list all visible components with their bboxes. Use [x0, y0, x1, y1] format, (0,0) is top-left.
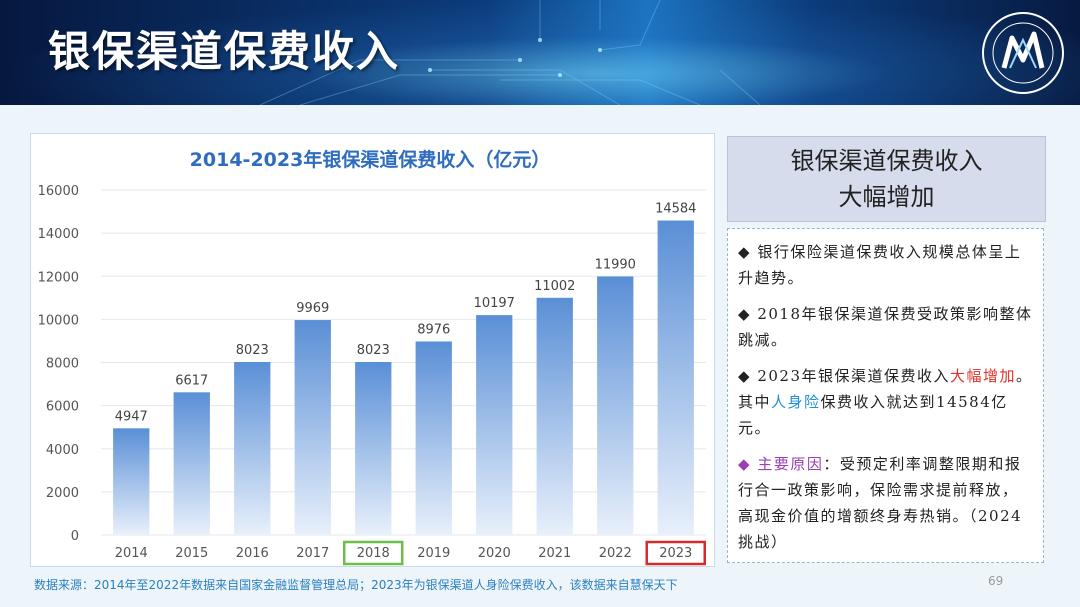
x-tick-label-2015: 2015 — [175, 546, 208, 561]
highlight-blue: 人身险 — [771, 393, 821, 411]
data-label-2014: 4947 — [115, 409, 148, 424]
y-tick-label: 12000 — [38, 270, 79, 285]
bullet-text: 银行保险渠道保费收入规模总体呈上升趋势。 — [738, 243, 1022, 287]
bar-2022 — [597, 276, 634, 535]
bar-2019 — [415, 341, 452, 535]
highlight-red: 大幅增加 — [950, 367, 1017, 385]
bar-2018 — [355, 362, 392, 535]
bar-2014 — [113, 428, 150, 535]
institute-logo — [982, 12, 1064, 94]
y-axis-ticks: 0 2000 4000 6000 8000 10000 12000 14000 16000 — [38, 184, 79, 544]
x-tick-label-2016: 2016 — [236, 546, 269, 561]
diamond-icon: ◆ — [738, 455, 752, 473]
bullet-2: ◆ 2018年银保渠道保费受政策影响整体跳减。 — [738, 301, 1033, 353]
summary-title-line1: 银保渠道保费收入 — [790, 147, 983, 175]
data-label-2017: 9969 — [296, 301, 329, 316]
data-label-2023: 14584 — [655, 202, 696, 217]
bar-2016 — [234, 362, 271, 535]
y-tick-label: 2000 — [46, 486, 79, 501]
x-tick-label-2018: 2018 — [357, 546, 390, 561]
y-tick-label: 16000 — [38, 184, 79, 199]
page-number: 69 — [988, 574, 1004, 588]
summary-header: 银保渠道保费收入 大幅增加 — [727, 136, 1046, 222]
data-label-2022: 11990 — [595, 257, 636, 272]
y-tick-label: 0 — [71, 529, 79, 544]
x-tick-label-2021: 2021 — [538, 546, 571, 561]
y-tick-label: 8000 — [46, 357, 79, 372]
y-tick-label: 4000 — [46, 443, 79, 458]
diamond-icon: ◆ — [738, 243, 752, 261]
x-tick-label-2020: 2020 — [478, 546, 511, 561]
chart-panel: 2014-2023年银保渠道保费收入（亿元） 0 2000 4000 6000 8000… — [30, 133, 715, 567]
bars — [113, 220, 694, 535]
y-tick-label: 10000 — [38, 313, 79, 328]
bullet-1: ◆ 银行保险渠道保费收入规模总体呈上升趋势。 — [738, 239, 1033, 291]
data-label-2020: 10197 — [474, 296, 515, 311]
bullet-4: ◆ 主要原因：受预定利率调整限期和报行合一政策影响，保险需求提前释放，高现金价值… — [738, 451, 1033, 555]
data-label-2021: 11002 — [534, 279, 575, 294]
data-label-2018: 8023 — [357, 343, 390, 358]
header-banner: 银保渠道保费收入 — [0, 0, 1080, 105]
bullet-text-part: 保费收入就达到14584亿元。 — [738, 393, 1008, 437]
x-tick-label-2023: 2023 — [659, 546, 692, 561]
bar-2023 — [657, 220, 694, 535]
diamond-icon: ◆ — [738, 367, 752, 385]
y-tick-label: 6000 — [46, 400, 79, 415]
summary-bullets: ◆ 银行保险渠道保费收入规模总体呈上升趋势。 ◆ 2018年银保渠道保费受政策影… — [727, 228, 1044, 563]
x-axis-ticks: 2014 2015 2016 2017 2018 2019 2020 2021 2022 2023 — [115, 540, 706, 566]
bullet-text: ：受预定利率调整限期和报行合一政策影响，保险需求提前释放，高现金价值的增额终身寿… — [738, 455, 1023, 551]
bar-2015 — [173, 392, 210, 535]
x-tick-label-2014: 2014 — [115, 546, 148, 561]
data-label-2019: 8976 — [417, 322, 450, 337]
summary-title-line2: 大幅增加 — [838, 183, 935, 211]
banner-circuit-background — [259, 0, 761, 105]
bullet-text-part: 2023年银保渠道保费收入 — [757, 367, 951, 385]
bullet-3: ◆ 2023年银保渠道保费收入大幅增加。其中人身险保费收入就达到14584亿元。 — [738, 363, 1033, 441]
bullet-text: 2018年银保渠道保费受政策影响整体跳减。 — [738, 305, 1033, 349]
data-label-2015: 6617 — [175, 373, 208, 388]
diamond-icon: ◆ — [738, 305, 752, 323]
highlight-box-2023 — [645, 540, 706, 566]
data-label-2016: 8023 — [236, 343, 269, 358]
data-source-note: 数据来源：2014年至2022年数据来自国家金融监督管理总局；2023年为银保渠… — [34, 578, 678, 592]
x-tick-label-2017: 2017 — [296, 546, 329, 561]
data-labels: 4947 6617 8023 9969 8023 8976 10197 11002 11990 1… — [115, 202, 697, 425]
bar-2021 — [536, 297, 573, 535]
page-title: 银保渠道保费收入 — [48, 27, 401, 76]
chart-title: 2014-2023年银保渠道保费收入（亿元） — [190, 148, 551, 171]
x-tick-label-2022: 2022 — [599, 546, 632, 561]
bullet-text-part: 。其中 — [738, 367, 1033, 411]
y-tick-label: 14000 — [38, 227, 79, 242]
highlight-box-2018 — [343, 540, 404, 566]
bar-2017 — [294, 320, 331, 535]
bar-2020 — [476, 315, 513, 535]
bar-chart: 2014-2023年银保渠道保费收入（亿元） 0 2000 4000 6000 8000… — [38, 148, 706, 566]
highlight-purple: 主要原因 — [757, 455, 824, 473]
x-tick-label-2019: 2019 — [417, 546, 450, 561]
